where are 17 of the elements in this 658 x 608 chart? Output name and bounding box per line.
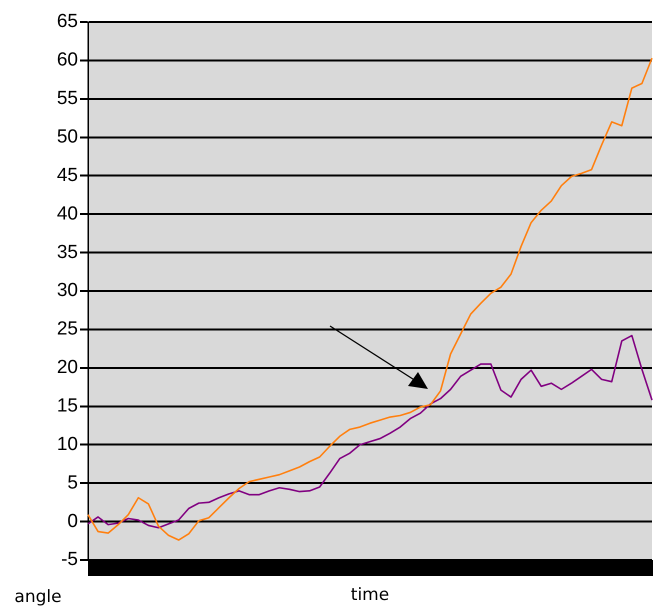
y-tick-label: 35	[56, 242, 78, 263]
y-tick-label: 15	[56, 396, 78, 417]
y-tick-label: 10	[56, 434, 78, 455]
y-tick-label: 55	[56, 88, 78, 110]
y-tick-label: 50	[56, 126, 78, 148]
y-tick-label: 45	[56, 164, 78, 186]
y-tick-label: 40	[56, 203, 78, 224]
text: angle	[14, 586, 62, 607]
x-axis-title: time	[350, 585, 390, 606]
y-tick-label: -5	[61, 549, 78, 570]
y-tick-label: 65	[56, 11, 78, 32]
y-tick-label: 5	[67, 472, 78, 494]
y-tick-label: 60	[56, 50, 78, 71]
y-tick-label: 20	[56, 357, 78, 378]
y-tick-label: 0	[67, 510, 78, 532]
y-tick-label: 30	[56, 280, 78, 302]
y-tick-label: 25	[56, 318, 78, 340]
